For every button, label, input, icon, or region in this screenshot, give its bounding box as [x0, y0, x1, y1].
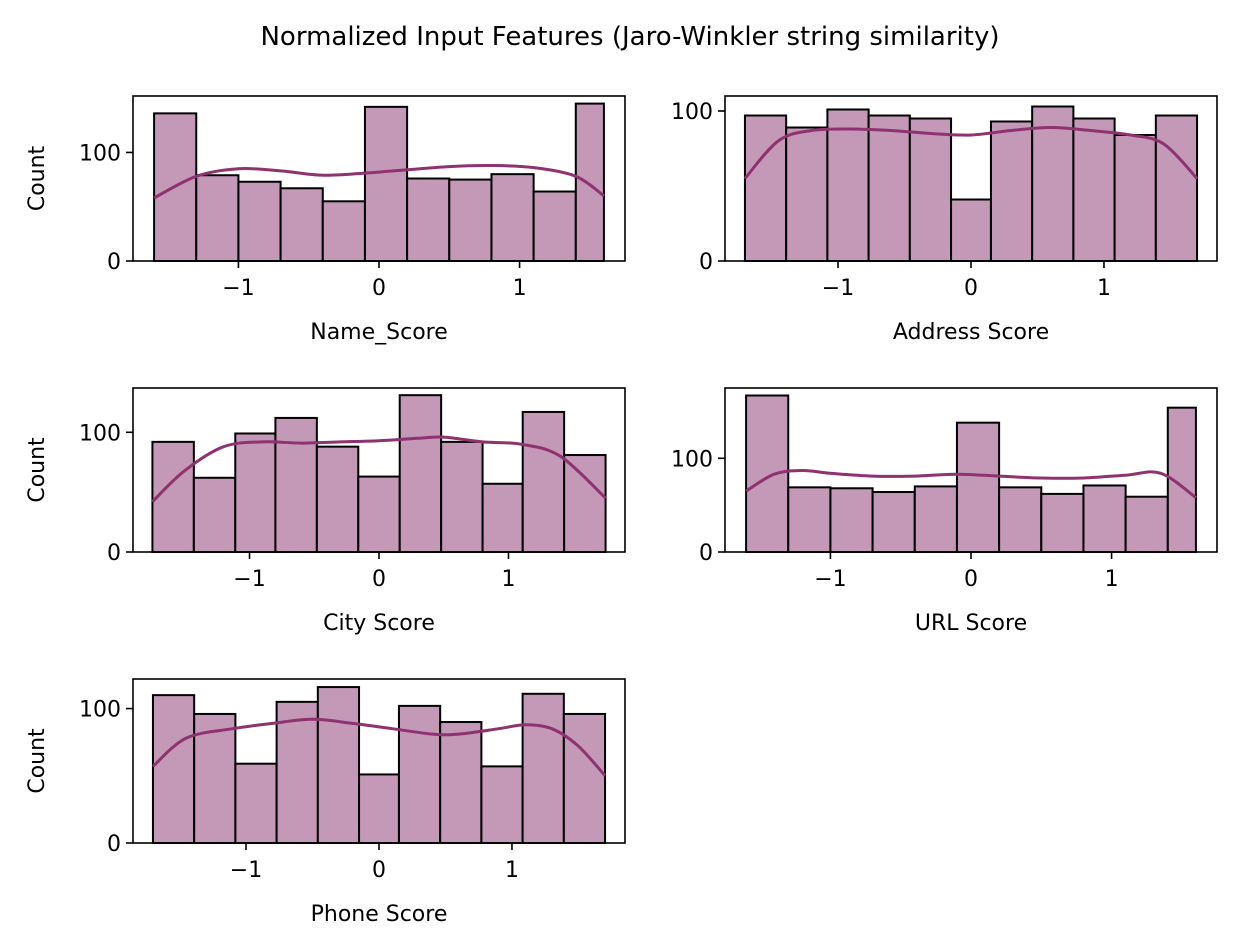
x-tick-label: −1 — [814, 567, 846, 592]
histogram-bar — [234, 432, 277, 553]
histogram-bar — [787, 486, 832, 553]
histogram-bar — [358, 773, 400, 845]
subplot-2: −1 0 1 0 100 Address Score — [671, 95, 1218, 345]
histogram-bar — [745, 394, 790, 553]
y-axis-label: Count — [25, 145, 50, 211]
histogram-bar — [192, 476, 237, 554]
x-axis-label: URL Score — [915, 611, 1027, 636]
y-tick-label: 100 — [79, 421, 121, 446]
x-tick-label: 0 — [964, 276, 978, 301]
histogram-bar — [279, 187, 324, 262]
histogram-bar — [562, 712, 607, 844]
histogram-bar — [490, 173, 535, 262]
x-tick-label: 1 — [501, 567, 515, 592]
histogram-bar — [237, 180, 282, 262]
histogram-bar — [950, 198, 992, 262]
histogram-bar — [989, 120, 1034, 262]
histogram-bar — [908, 117, 953, 262]
histogram-bar — [234, 762, 278, 845]
x-axis-label: Address Score — [893, 320, 1049, 345]
histogram-bar — [195, 174, 240, 262]
x-axis-label: Name_Score — [310, 320, 448, 345]
histogram-bar — [398, 394, 443, 554]
kde-line — [151, 717, 607, 777]
figure-title: Normalized Input Features (Jaro-Winkler … — [260, 22, 999, 52]
y-tick-label: 0 — [107, 541, 121, 566]
y-tick-label: 0 — [107, 250, 121, 275]
y-tick-label: 100 — [671, 100, 713, 125]
x-axis-label: City Score — [323, 611, 435, 636]
histogram-bar — [574, 102, 605, 263]
histogram-bar — [439, 721, 483, 845]
histogram-bar — [363, 105, 409, 262]
histogram-bar — [563, 454, 607, 553]
histogram-bar — [357, 475, 401, 554]
histogram-bar — [521, 410, 566, 554]
x-tick-label: 1 — [513, 276, 527, 301]
histogram-bar — [826, 108, 870, 262]
y-tick-label: 0 — [699, 541, 713, 566]
y-axis-label: Count — [25, 728, 50, 794]
x-tick-label: 0 — [964, 567, 978, 592]
histogram-bar — [955, 421, 1001, 553]
histogram-bar — [448, 178, 493, 262]
histogram-bar — [829, 487, 874, 554]
histogram-bar — [274, 416, 318, 553]
histogram-bar — [440, 440, 484, 554]
kde-line — [151, 435, 607, 503]
y-axis-label: Count — [25, 437, 50, 503]
y-tick-label: 100 — [671, 447, 713, 472]
histogram-bar — [397, 704, 442, 845]
histogram-bar — [785, 126, 829, 262]
subplot-1: −1 0 1 0 100 Name_Score Count — [25, 95, 626, 345]
histogram-bar — [1113, 134, 1157, 262]
histogram-bar — [480, 765, 524, 845]
histogram-bar — [1154, 114, 1199, 262]
subplot-5: −1 0 1 0 100 Phone Score Count — [25, 678, 626, 927]
kde-line — [745, 468, 1197, 499]
histogram-bar — [521, 692, 565, 844]
histogram-bar — [998, 486, 1043, 553]
y-tick-label: 0 — [699, 250, 713, 275]
histogram-bar — [1124, 495, 1169, 553]
histogram-bar — [871, 491, 916, 553]
histogram-bar — [321, 200, 366, 262]
subplot-4: −1 0 1 0 100 URL Score — [671, 387, 1218, 636]
histogram-bar — [275, 700, 319, 845]
x-tick-label: −1 — [222, 276, 254, 301]
histogram-bar — [913, 485, 958, 553]
histogram-bar — [193, 712, 237, 844]
x-tick-label: 1 — [505, 858, 519, 883]
x-tick-label: −1 — [822, 276, 854, 301]
histogram-bar — [151, 440, 195, 554]
histogram-bar — [481, 482, 524, 553]
histogram-bar — [532, 190, 577, 263]
histogram-bar — [406, 177, 451, 262]
histogram-bar — [743, 114, 788, 262]
y-tick-label: 100 — [79, 141, 121, 166]
x-tick-label: 1 — [1105, 567, 1119, 592]
histogram-bar — [1072, 117, 1116, 262]
histogram-bar — [1040, 492, 1085, 554]
y-tick-label: 0 — [107, 832, 121, 857]
histogram-bar — [151, 694, 196, 845]
x-axis-label: Phone Score — [311, 902, 448, 927]
histogram-bar — [1082, 484, 1127, 553]
y-tick-label: 100 — [79, 698, 121, 723]
kde-line — [743, 125, 1199, 180]
subplot-3: −1 0 1 0 100 City Score Count — [25, 387, 626, 636]
x-tick-label: 0 — [372, 858, 386, 883]
kde-line — [153, 163, 605, 200]
histogram-bar — [867, 114, 911, 262]
histogram-bar — [315, 445, 360, 553]
histogram-bar — [316, 686, 361, 844]
x-tick-label: −1 — [230, 858, 262, 883]
histogram-bar — [1031, 105, 1075, 262]
x-tick-label: 0 — [372, 567, 386, 592]
x-tick-label: −1 — [233, 567, 265, 592]
x-tick-label: 0 — [372, 276, 386, 301]
x-tick-label: 1 — [1097, 276, 1111, 301]
